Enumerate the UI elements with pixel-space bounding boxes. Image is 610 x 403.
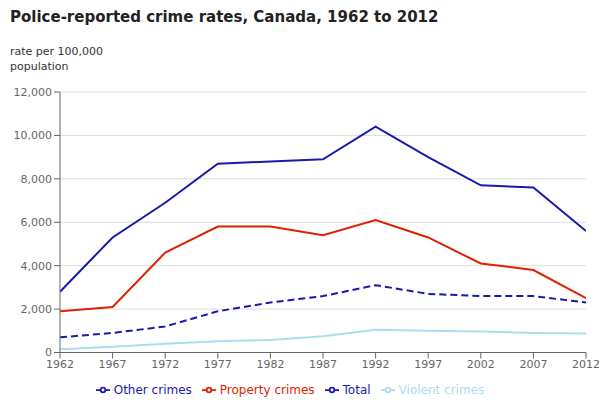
- svg-text:12,000: 12,000: [14, 86, 53, 99]
- html-text:Other crimes: Other crimes: [113, 382, 192, 397]
- html-text:Violent crimes: Violent crimes: [398, 382, 485, 397]
- svg-text:8,000: 8,000: [21, 173, 53, 186]
- svg-text:10,000: 10,000: [14, 129, 53, 142]
- svg-text:1997: 1997: [414, 358, 442, 371]
- svg-text:1977: 1977: [204, 358, 232, 371]
- svg-text:4,000: 4,000: [21, 260, 53, 273]
- svg-text:1987: 1987: [309, 358, 337, 371]
- html-text:rate per 100,000: rate per 100,000: [10, 45, 104, 58]
- svg-text:0: 0: [45, 346, 52, 359]
- svg-text:2002: 2002: [467, 358, 495, 371]
- svg-text:1992: 1992: [362, 358, 390, 371]
- svg-text:2007: 2007: [519, 358, 547, 371]
- svg-text:6,000: 6,000: [21, 216, 53, 229]
- svg-text:1982: 1982: [256, 358, 284, 371]
- svg-text:2,000: 2,000: [21, 303, 53, 316]
- html-text:population: population: [10, 60, 69, 73]
- svg-text:2012: 2012: [572, 358, 600, 371]
- svg-text:1962: 1962: [46, 358, 74, 371]
- html-text:Total: Total: [342, 382, 371, 397]
- html-text:Property crimes: Property crimes: [219, 382, 315, 397]
- svg-text:1972: 1972: [151, 358, 179, 371]
- html-text:Police-reported crime rates, C: Police-reported crime rates, Canada, 196…: [10, 8, 439, 26]
- svg-text:1967: 1967: [99, 358, 127, 371]
